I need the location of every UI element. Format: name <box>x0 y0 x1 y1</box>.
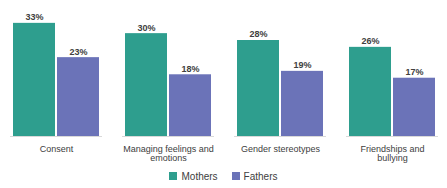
svg-text:28%: 28% <box>249 29 267 39</box>
svg-text:Consent: Consent <box>40 144 74 154</box>
svg-text:23%: 23% <box>69 47 87 57</box>
svg-text:26%: 26% <box>361 36 379 46</box>
svg-text:Friendships andbullying: Friendships andbullying <box>360 144 424 163</box>
svg-text:Gender stereotypes: Gender stereotypes <box>241 144 321 154</box>
svg-text:Managing feelings andemotions: Managing feelings andemotions <box>123 144 214 163</box>
svg-text:30%: 30% <box>137 23 155 33</box>
html-text:Fathers: Fathers <box>243 170 278 182</box>
svg-text:18%: 18% <box>181 64 199 74</box>
svg-text:19%: 19% <box>293 60 311 70</box>
svg-text:33%: 33% <box>25 12 43 22</box>
svg-text:17%: 17% <box>405 67 423 77</box>
html-text:Mothers: Mothers <box>181 170 218 182</box>
